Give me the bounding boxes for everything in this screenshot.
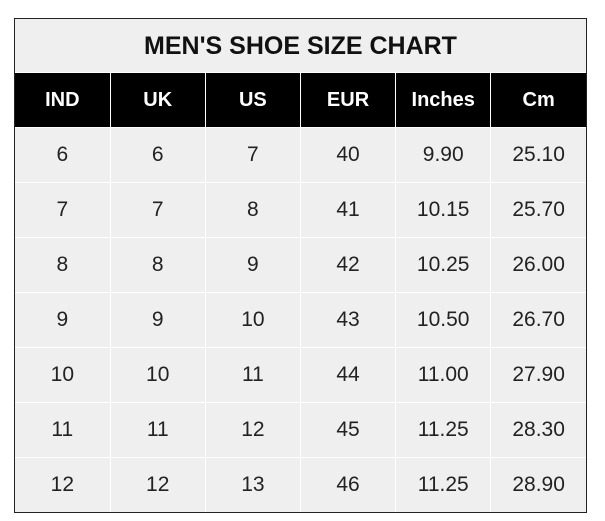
cell-uk: 9 [109, 292, 206, 348]
column-header-uk: UK [109, 73, 206, 128]
cell-eur: 41 [299, 182, 397, 238]
table-row: 8 8 9 42 10.25 26.00 [15, 237, 586, 293]
cell-eur: 40 [299, 127, 397, 183]
cell-inches: 10.50 [395, 292, 492, 348]
cell-cm: 28.90 [490, 457, 586, 512]
cell-cm: 26.70 [490, 292, 586, 348]
cell-us: 10 [204, 292, 301, 348]
cell-ind: 9 [15, 292, 111, 348]
cell-us: 9 [204, 237, 301, 293]
cell-us: 11 [204, 347, 301, 403]
table-row: 7 7 8 41 10.15 25.70 [15, 182, 586, 238]
cell-eur: 43 [299, 292, 397, 348]
cell-eur: 44 [299, 347, 397, 403]
table-row: 12 12 13 46 11.25 28.90 [15, 457, 586, 512]
cell-us: 12 [204, 402, 301, 458]
table-row: 11 11 12 45 11.25 28.30 [15, 402, 586, 458]
cell-ind: 8 [15, 237, 111, 293]
cell-cm: 26.00 [490, 237, 586, 293]
cell-uk: 11 [109, 402, 206, 458]
cell-inches: 9.90 [395, 127, 492, 183]
cell-eur: 46 [299, 457, 397, 512]
table-row: 6 6 7 40 9.90 25.10 [15, 127, 586, 183]
cell-uk: 10 [109, 347, 206, 403]
cell-us: 7 [204, 127, 301, 183]
cell-us: 13 [204, 457, 301, 512]
cell-eur: 42 [299, 237, 397, 293]
cell-inches: 11.25 [395, 457, 492, 512]
header-row: IND UK US EUR Inches Cm [15, 73, 586, 128]
cell-us: 8 [204, 182, 301, 238]
chart-title: MEN'S SHOE SIZE CHART [15, 19, 586, 73]
cell-eur: 45 [299, 402, 397, 458]
cell-ind: 7 [15, 182, 111, 238]
cell-cm: 27.90 [490, 347, 586, 403]
cell-ind: 6 [15, 127, 111, 183]
cell-uk: 6 [109, 127, 206, 183]
cell-cm: 28.30 [490, 402, 586, 458]
cell-inches: 11.25 [395, 402, 492, 458]
cell-ind: 12 [15, 457, 111, 512]
cell-inches: 11.00 [395, 347, 492, 403]
cell-inches: 10.25 [395, 237, 492, 293]
column-header-ind: IND [15, 73, 111, 128]
size-chart: MEN'S SHOE SIZE CHART IND UK US EUR Inches Cm… [14, 18, 587, 513]
table-row: 9 9 10 43 10.50 26.70 [15, 292, 586, 348]
column-header-eur: EUR [299, 73, 397, 128]
cell-uk: 12 [109, 457, 206, 512]
cell-ind: 11 [15, 402, 111, 458]
table-row: 10 10 11 44 11.00 27.90 [15, 347, 586, 403]
cell-uk: 7 [109, 182, 206, 238]
column-header-us: US [204, 73, 301, 128]
cell-cm: 25.70 [490, 182, 586, 238]
column-header-cm: Cm [490, 73, 586, 128]
cell-ind: 10 [15, 347, 111, 403]
size-table: IND UK US EUR Inches Cm 6 6 7 40 9.90 25.10 7 7 8 41 10… [15, 73, 586, 512]
cell-cm: 25.10 [490, 127, 586, 183]
column-header-inches: Inches [395, 73, 492, 128]
cell-uk: 8 [109, 237, 206, 293]
cell-inches: 10.15 [395, 182, 492, 238]
